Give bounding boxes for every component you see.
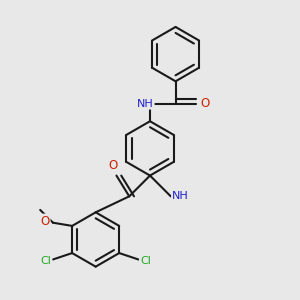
Text: Cl: Cl [140, 256, 151, 266]
Text: O: O [109, 160, 118, 172]
Text: NH: NH [137, 99, 154, 109]
Text: Cl: Cl [40, 256, 51, 266]
Text: O: O [201, 97, 210, 110]
Text: O: O [40, 214, 50, 228]
Text: NH: NH [172, 191, 189, 201]
